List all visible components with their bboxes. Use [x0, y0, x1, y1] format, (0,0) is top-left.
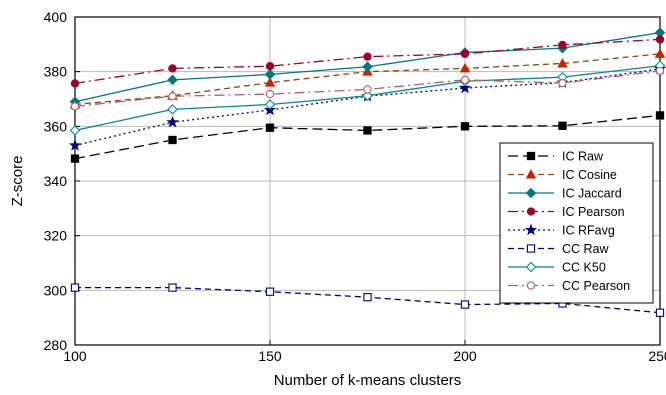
data-point-marker	[167, 104, 178, 115]
legend-label: IC Pearson	[562, 205, 625, 219]
x-axis-title: Number of k-means clusters	[274, 372, 462, 389]
data-point-marker	[526, 281, 536, 290]
data-point-marker	[654, 48, 666, 58]
legend-entry-ic-raw: IC Raw	[508, 150, 604, 164]
data-point-marker	[524, 223, 538, 236]
x-tick-label: 100	[63, 348, 87, 364]
series-cc-pearson	[70, 66, 665, 111]
data-point-marker	[265, 123, 275, 132]
legend-entry-ic-rfavg: IC RFavg	[508, 223, 615, 238]
series-ic-rfavg	[68, 62, 666, 151]
data-point-marker	[166, 115, 179, 128]
data-point-marker	[264, 99, 276, 110]
data-point-marker	[70, 79, 80, 88]
y-tick-label: 360	[44, 118, 68, 134]
data-point-marker	[460, 122, 470, 131]
legend-label: IC Cosine	[562, 168, 617, 182]
legend-entry-ic-cosine: IC Cosine	[508, 168, 617, 182]
data-point-marker	[363, 85, 372, 94]
data-point-marker	[69, 125, 81, 136]
x-tick-label: 200	[453, 348, 477, 364]
data-point-marker	[558, 40, 567, 50]
data-point-marker	[168, 135, 177, 145]
data-point-marker	[458, 81, 472, 94]
data-point-marker	[525, 169, 537, 179]
data-point-marker	[655, 35, 665, 44]
data-point-marker	[363, 52, 372, 61]
data-point-marker	[655, 308, 665, 317]
data-point-marker	[362, 61, 373, 73]
data-point-marker	[264, 69, 276, 80]
data-point-marker	[168, 64, 177, 73]
y-axis-title: Z-score	[9, 156, 26, 207]
series-ic-raw	[70, 111, 665, 163]
x-tick-label: 150	[258, 348, 282, 364]
x-tick-label: 250	[648, 348, 666, 364]
y-tick-label: 320	[44, 228, 68, 244]
data-point-marker	[70, 283, 80, 292]
data-point-marker	[363, 126, 372, 135]
y-tick-label: 300	[44, 282, 68, 298]
data-point-marker	[68, 138, 82, 151]
data-point-marker	[558, 78, 567, 88]
y-tick-label: 340	[44, 173, 68, 189]
data-point-marker	[168, 283, 177, 292]
legend-box	[499, 142, 654, 304]
data-point-marker	[526, 244, 536, 253]
legend-label: CC Pearson	[562, 279, 630, 293]
data-point-marker	[558, 121, 567, 130]
data-point-marker	[655, 66, 665, 75]
data-point-marker	[168, 92, 177, 101]
data-point-marker	[460, 49, 470, 59]
data-point-marker	[525, 261, 537, 273]
series-group	[68, 27, 666, 317]
data-point-marker	[264, 77, 276, 87]
data-point-marker	[265, 287, 275, 296]
legend-entry-ic-jaccard: IC Jaccard	[508, 187, 622, 201]
legend-label: CC Raw	[562, 242, 610, 256]
data-point-marker	[167, 74, 178, 86]
data-point-marker	[525, 187, 537, 199]
data-point-marker	[460, 300, 470, 309]
y-tick-label: 400	[44, 9, 68, 25]
data-point-marker	[363, 293, 372, 302]
data-point-marker	[70, 102, 80, 111]
legend-label: IC Raw	[562, 150, 604, 164]
legend-label: IC Jaccard	[562, 187, 622, 201]
legend-entry-cc-raw: CC Raw	[508, 242, 610, 256]
data-point-marker	[655, 111, 665, 120]
y-tick-label: 280	[44, 337, 68, 353]
data-point-marker	[459, 62, 471, 73]
data-point-marker	[70, 154, 80, 163]
data-point-marker	[265, 62, 275, 71]
legend-label: CC K50	[562, 261, 606, 275]
y-tick-label: 380	[44, 64, 68, 80]
legend-entry-ic-pearson: IC Pearson	[508, 205, 625, 219]
legend-label: IC RFavg	[562, 224, 615, 238]
data-point-marker	[362, 90, 373, 101]
data-point-marker	[265, 89, 275, 99]
legend-entry-cc-pearson: CC Pearson	[508, 279, 630, 293]
axis-ticks: 280 300 320 340 360 380 400 100 150 200 250	[44, 9, 666, 364]
data-point-marker	[460, 75, 470, 85]
data-point-marker	[526, 151, 536, 161]
data-point-marker	[557, 58, 568, 68]
series-ic-pearson	[70, 35, 665, 88]
data-point-marker	[526, 207, 536, 216]
legend-entry-cc-k50: CC K50	[508, 261, 606, 275]
legend: IC Raw IC Cosine IC Jaccard IC Pearson IC RF…	[499, 142, 654, 304]
